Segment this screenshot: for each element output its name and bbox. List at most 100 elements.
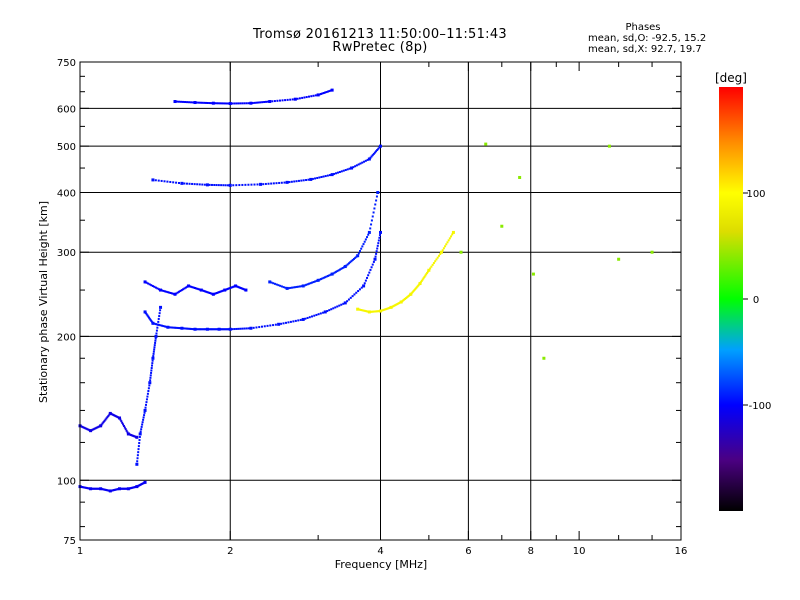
trace-fill-point	[338, 304, 341, 307]
trace-fill-point	[197, 288, 200, 291]
data-point	[211, 292, 215, 296]
trace-fill-point	[237, 286, 240, 289]
data-point	[350, 166, 354, 170]
trace-fill-point	[302, 179, 305, 182]
data-point	[379, 144, 382, 148]
trace-fill-point	[366, 276, 369, 279]
trace-fill-point	[325, 275, 328, 278]
grid-lines	[80, 62, 681, 540]
data-point	[228, 102, 232, 106]
data-point	[99, 424, 103, 428]
trace-fill-point	[315, 313, 318, 316]
x-tick-label: 8	[528, 546, 534, 557]
trace-fill-point	[328, 274, 331, 277]
trace-fill-point	[446, 241, 449, 244]
trace-fill-point	[256, 183, 259, 186]
trace-fill-point	[280, 285, 283, 288]
trace-fill-point	[370, 310, 373, 313]
trace-fill-point	[245, 102, 248, 105]
y-tick-label: 600	[57, 104, 76, 115]
trace-fill-point	[212, 328, 215, 331]
trace-fill-point	[136, 460, 139, 463]
trace-fill-point	[150, 367, 153, 370]
trace-fill-point	[147, 316, 150, 319]
data-point	[135, 435, 139, 439]
trace-fill-point	[141, 421, 144, 424]
trace-fill-point	[384, 308, 387, 311]
trace-fill-point	[355, 291, 358, 294]
trace-fill-point	[147, 315, 150, 318]
trace-fill-point	[366, 158, 369, 161]
trace-fill-point	[185, 182, 188, 185]
trace-fill-point	[276, 99, 279, 102]
trace-fill-point	[297, 179, 300, 182]
trace-fill-point	[222, 184, 225, 187]
trace-fill-point	[205, 290, 208, 293]
trace-fill-point	[166, 291, 169, 294]
trace-fill-point	[270, 182, 273, 185]
trace-fill-point	[295, 180, 298, 183]
trace-fill-point	[222, 102, 225, 105]
trace-fill-point	[136, 454, 139, 457]
trace-fill-point	[370, 266, 373, 269]
trace-fill-point	[322, 175, 325, 178]
trace-fill-point	[193, 183, 196, 186]
trace-fill-point	[359, 250, 362, 253]
trace-fill-point	[149, 376, 152, 379]
trace-fill-point	[82, 426, 85, 429]
trace-fill-point	[84, 486, 87, 489]
trace-fill-point	[297, 319, 300, 322]
trace-fill-point	[371, 263, 374, 266]
trace-fill-point	[387, 307, 390, 310]
trace-fill-point	[348, 167, 351, 170]
trace-fill-point	[363, 309, 366, 312]
trace-fill-point	[156, 323, 159, 326]
trace-fill-point	[393, 304, 396, 307]
trace-fill-point	[262, 183, 265, 186]
trace-fill-point	[147, 282, 150, 285]
trace-fill-point	[280, 322, 283, 325]
x-axis-label: Frequency [MHz]	[335, 558, 427, 571]
trace-fill-point	[231, 102, 234, 105]
trace-fill-point	[202, 328, 205, 331]
trace-fill-point	[87, 487, 90, 490]
trace-fill-point	[298, 97, 301, 100]
trace-fill-point	[342, 169, 345, 172]
colorbar-tick-label: 100	[746, 189, 765, 200]
trace-fill-point	[274, 323, 277, 326]
data-point	[650, 250, 654, 254]
trace-fill-point	[97, 487, 100, 490]
trace-fill-point	[148, 283, 151, 286]
series-trace	[173, 88, 334, 106]
trace-fill-point	[228, 287, 231, 290]
trace-fill-point	[372, 260, 375, 263]
trace-fill-point	[278, 99, 281, 102]
trace-fill-point	[367, 274, 370, 277]
trace-fill-point	[175, 326, 178, 329]
trace-fill-point	[373, 310, 376, 313]
trace-fill-point	[103, 419, 106, 422]
trace-fill-point	[270, 281, 273, 284]
trace-fill-point	[374, 203, 377, 206]
data-point	[418, 282, 422, 286]
trace-fill-point	[182, 100, 185, 103]
trace-fill-point	[101, 422, 104, 425]
chart-title: Tromsø 20161213 11:50:00–11:51:43	[252, 27, 508, 42]
trace-fill-point	[226, 184, 229, 187]
trace-fill-point	[196, 183, 199, 186]
trace-fill-point	[201, 328, 204, 331]
trace-fill-point	[372, 152, 375, 155]
trace-fill-point	[192, 101, 195, 104]
trace-fill-point	[95, 426, 98, 429]
data-point	[330, 88, 334, 92]
trace-fill-point	[352, 257, 355, 260]
trace-fill-point	[370, 219, 373, 222]
trace-fill-point	[201, 289, 204, 292]
trace-fill-point	[272, 282, 275, 285]
trace-fill-point	[372, 211, 375, 214]
trace-fill-point	[340, 267, 343, 270]
trace-fill-point	[140, 425, 143, 428]
trace-fill-point	[306, 316, 309, 319]
trace-fill-point	[241, 102, 244, 105]
trace-fill-point	[292, 286, 295, 289]
